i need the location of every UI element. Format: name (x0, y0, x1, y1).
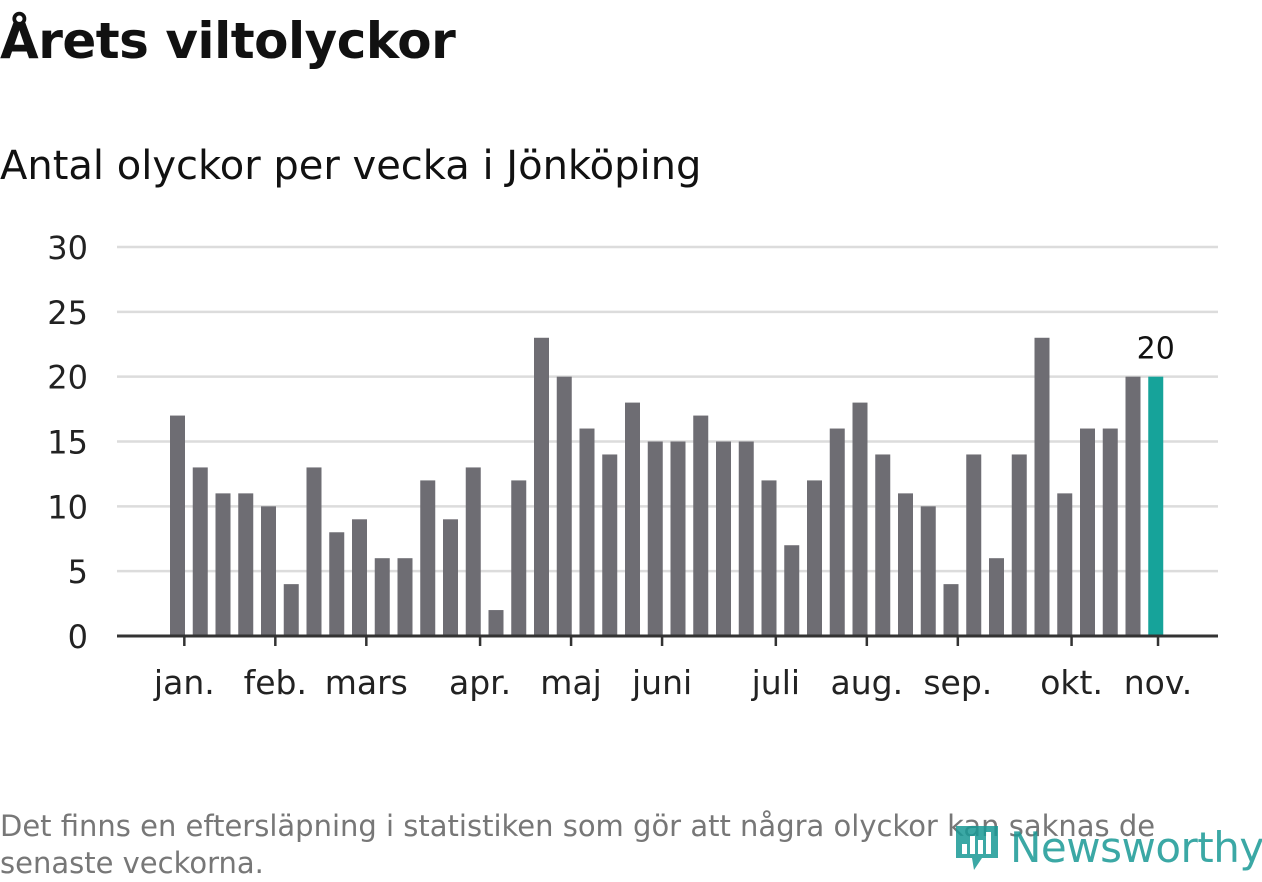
bar (238, 493, 254, 636)
bar (1057, 493, 1073, 636)
bar (602, 454, 618, 636)
brand-name: Newsworthy (1010, 822, 1262, 872)
bar (397, 558, 413, 636)
bar (443, 519, 458, 636)
y-tick-label: 20 (47, 359, 88, 397)
bar (420, 480, 436, 636)
y-tick-label: 5 (68, 553, 88, 591)
bar (329, 532, 345, 636)
bar (625, 402, 640, 636)
bar (738, 441, 754, 636)
bar (647, 441, 663, 636)
chart-subtitle: Antal olyckor per vecka i Jönköping (0, 143, 702, 189)
bar (966, 454, 982, 636)
bar (989, 558, 1004, 636)
x-tick-label: mars (325, 663, 408, 702)
bar (761, 480, 777, 636)
bar (716, 441, 731, 636)
bar (465, 467, 481, 636)
x-tick-label: juni (631, 663, 692, 702)
bar (306, 467, 322, 636)
chart-title: Årets viltolyckor (0, 12, 456, 70)
y-tick-label: 15 (47, 424, 88, 462)
y-tick-label: 25 (47, 294, 88, 332)
x-tick-label: sep. (923, 663, 992, 702)
bar (920, 506, 936, 636)
x-tick-label: okt. (1040, 663, 1103, 702)
bar (784, 545, 800, 636)
bar (875, 454, 891, 636)
bar (1034, 337, 1050, 636)
bar-highlight (1148, 376, 1164, 636)
y-tick-label: 30 (47, 229, 88, 267)
bar (261, 506, 276, 636)
bar (1011, 454, 1027, 636)
y-tick-label: 0 (68, 618, 88, 656)
bar (511, 480, 527, 636)
bar (192, 467, 208, 636)
bar (352, 519, 367, 636)
newsworthy-logo: Newsworthy (952, 818, 1262, 876)
x-tick-label: jan. (153, 663, 215, 702)
bar (1102, 428, 1118, 636)
bar (852, 402, 868, 636)
bar (670, 441, 686, 636)
bar (283, 584, 299, 636)
bar (807, 480, 822, 636)
bar (215, 493, 231, 636)
bar (170, 415, 185, 636)
bar (488, 610, 504, 636)
newsworthy-logo-icon (956, 826, 998, 870)
y-tick-label: 10 (47, 488, 88, 526)
bar (943, 584, 959, 636)
bar (898, 493, 913, 636)
bar (693, 415, 709, 636)
bar (556, 376, 572, 636)
bar (1080, 428, 1095, 636)
bar (1125, 376, 1141, 636)
x-tick-label: juli (751, 663, 800, 702)
data-label: 20 (1137, 332, 1175, 367)
bar (534, 337, 549, 636)
bar (374, 558, 390, 636)
x-tick-label: apr. (449, 663, 511, 702)
bar (579, 428, 595, 636)
x-tick-label: feb. (244, 663, 307, 702)
x-tick-label: maj (540, 663, 602, 702)
x-tick-label: aug. (831, 663, 904, 702)
x-tick-label: nov. (1124, 663, 1193, 702)
bar (829, 428, 845, 636)
